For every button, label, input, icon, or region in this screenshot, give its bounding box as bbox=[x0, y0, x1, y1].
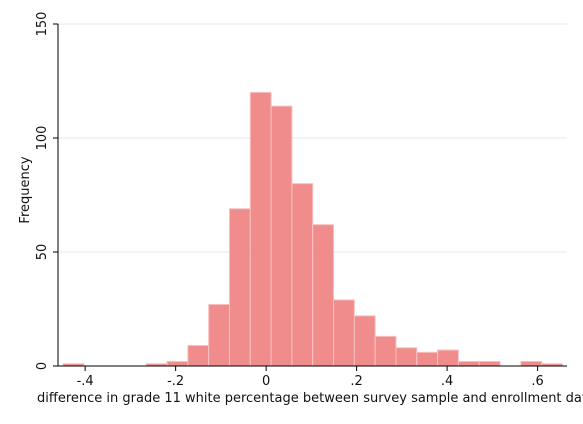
x-tick-label: 0 bbox=[262, 374, 270, 389]
histogram-bar bbox=[187, 344, 210, 367]
histogram-bar bbox=[228, 208, 251, 367]
x-tick-label: .4 bbox=[441, 374, 453, 389]
x-tick-label: -.4 bbox=[77, 374, 94, 389]
histogram-bar bbox=[520, 360, 543, 367]
y-tick-label: 0 bbox=[35, 362, 50, 370]
x-tick-label: .6 bbox=[531, 374, 543, 389]
histogram-bar bbox=[249, 91, 272, 367]
histogram-bar bbox=[353, 315, 376, 367]
histogram-bars bbox=[62, 91, 563, 367]
y-tick-label: 150 bbox=[35, 12, 50, 37]
x-axis-title: difference in grade 11 white percentage … bbox=[37, 391, 583, 406]
y-tick-label: 50 bbox=[35, 244, 50, 261]
histogram-bar bbox=[291, 183, 314, 367]
histogram-bar bbox=[395, 347, 418, 367]
x-axis-ticks: -.4 -.2 0 .2 .4 .6 bbox=[77, 366, 544, 389]
histogram-bar bbox=[416, 351, 439, 367]
histogram-bar bbox=[457, 360, 480, 367]
histogram-bar bbox=[437, 349, 459, 367]
x-tick-label: -.2 bbox=[167, 374, 184, 389]
y-tick-label: 100 bbox=[35, 126, 50, 151]
y-axis-title: Frequency bbox=[18, 156, 33, 223]
axes bbox=[57, 24, 567, 367]
y-axis-ticks: 0 50 100 150 bbox=[35, 12, 58, 370]
histogram-bar bbox=[166, 360, 189, 367]
histogram-bar bbox=[312, 224, 335, 367]
histogram-bar bbox=[374, 335, 397, 367]
histogram-bar bbox=[478, 360, 501, 367]
x-tick-label: .2 bbox=[350, 374, 362, 389]
histogram-bar bbox=[270, 105, 293, 367]
histogram-bar bbox=[208, 303, 230, 367]
histogram-bar bbox=[333, 299, 355, 367]
